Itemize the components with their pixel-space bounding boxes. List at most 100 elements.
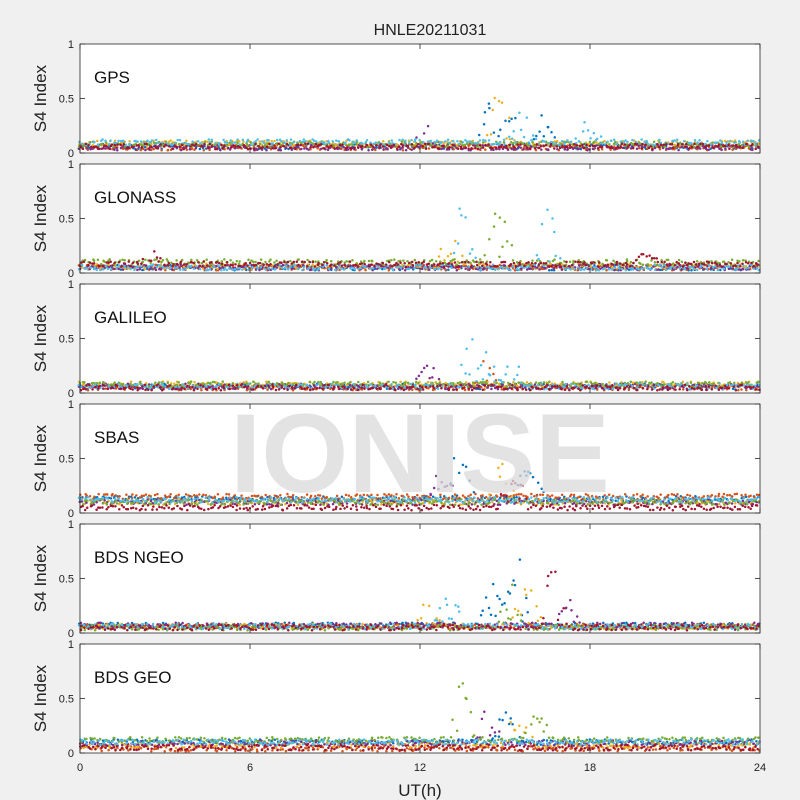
data-point [552,266,556,270]
data-point [528,147,532,151]
data-point [660,265,664,269]
data-point [655,263,659,266]
data-point [416,142,420,146]
data-point [115,146,118,150]
data-point [531,265,534,268]
data-point [329,259,333,263]
data-point [129,264,132,268]
data-point [89,145,93,149]
data-point [418,138,421,142]
data-point [621,146,625,150]
data-point [585,263,588,267]
data-point [555,145,559,148]
data-point [559,265,563,269]
y-axis-label: S4 Index [31,184,50,252]
data-point [113,148,116,151]
data-point [107,147,111,150]
data-point [578,261,582,264]
data-point [345,146,349,149]
data-point [300,147,303,151]
data-point [514,264,518,268]
data-point [326,148,330,151]
data-point [573,146,576,149]
data-point [476,266,480,269]
data-point [632,261,635,265]
y-tick-label: 0.5 [59,214,74,226]
data-point [508,116,511,120]
data-point [467,147,470,150]
data-point [397,145,401,149]
data-point [634,258,638,262]
data-point [404,265,408,269]
data-point [106,267,110,271]
data-point [102,146,105,150]
data-point [460,260,464,264]
data-point [133,268,136,272]
data-point [468,267,471,271]
data-point [675,260,678,264]
data-point [132,265,135,268]
data-point [351,143,354,146]
data-point [681,265,685,268]
data-point [585,143,588,147]
data-point [631,146,635,150]
data-point [252,380,255,383]
data-point [342,145,345,149]
data-point [430,264,434,268]
data-point [605,144,608,147]
data-point [492,148,495,152]
data-point [303,147,306,150]
data-point [746,139,750,143]
data-point [87,144,90,147]
data-point [646,263,650,266]
data-point [448,261,451,265]
data-point [484,148,487,151]
data-point [236,138,239,141]
data-point [519,146,522,149]
data-point [424,147,428,150]
data-point [218,261,221,265]
data-point [610,139,613,142]
data-point [192,267,196,270]
data-point [669,263,672,267]
data-point [223,258,226,261]
data-point [345,260,348,263]
data-point [398,148,402,151]
data-point [698,138,701,142]
data-point [505,144,508,148]
data-point [377,262,380,266]
data-point [497,99,501,103]
data-point [296,143,300,146]
data-point [453,144,456,147]
data-point [417,374,421,378]
data-point [755,266,759,270]
data-point [167,140,171,144]
data-point [469,261,472,265]
data-point [254,142,257,146]
data-point [539,145,543,148]
data-point [123,258,126,262]
data-point [221,380,225,383]
data-point [680,260,684,263]
data-point [343,263,346,266]
data-point [522,148,525,151]
data-point [302,144,305,148]
data-point [514,116,517,120]
data-point [424,266,428,270]
data-point [95,268,99,272]
data-point [595,137,599,141]
data-point [292,267,295,270]
data-point [414,264,418,267]
data-point [747,266,750,270]
data-point [269,387,273,391]
data-point [258,261,262,265]
data-point [314,260,317,263]
data-point [490,146,494,150]
data-point [730,258,734,262]
data-point [281,263,285,267]
data-point [268,145,272,148]
y-tick-label: 0.5 [59,94,74,106]
data-point [618,262,622,265]
data-point [289,138,293,141]
data-point [348,143,351,146]
